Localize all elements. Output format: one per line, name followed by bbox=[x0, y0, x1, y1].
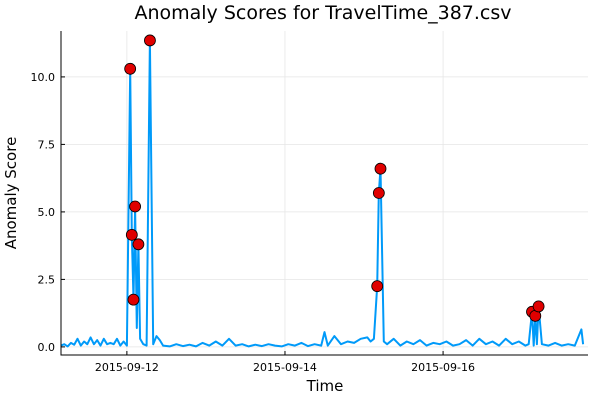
series-layer bbox=[60, 39, 585, 348]
x-tick-label: 2015-09-12 bbox=[95, 361, 159, 374]
x-tick-label: 2015-09-14 bbox=[253, 361, 317, 374]
anomaly-point bbox=[371, 280, 384, 293]
x-axis-label: Time bbox=[306, 377, 344, 395]
y-tick-label: 5.0 bbox=[38, 206, 56, 219]
anomaly-point bbox=[372, 187, 385, 199]
chart-title: Anomaly Scores for TravelTime_387.csv bbox=[134, 2, 511, 24]
y-tick-label: 7.5 bbox=[38, 138, 56, 151]
anomaly-point bbox=[127, 293, 140, 306]
x-tick-label: 2015-09-16 bbox=[411, 361, 475, 374]
anomaly-markers bbox=[124, 34, 545, 322]
anomaly-point bbox=[132, 238, 145, 251]
anomaly-point bbox=[374, 162, 387, 175]
y-axis-label: Anomaly Score bbox=[2, 137, 20, 250]
axis-frame bbox=[60, 31, 588, 356]
anomaly-point bbox=[129, 200, 142, 213]
y-tick-label: 10.0 bbox=[31, 71, 56, 84]
y-axis-ticks: 0.0 2.5 5.0 7.5 10.0 bbox=[31, 71, 65, 354]
anomaly-point bbox=[532, 300, 545, 313]
y-tick-label: 2.5 bbox=[38, 273, 56, 286]
y-tick-label: 0.0 bbox=[38, 341, 56, 354]
anomaly-point bbox=[125, 228, 138, 241]
anomaly-point bbox=[144, 34, 156, 47]
series-line bbox=[60, 39, 585, 348]
x-axis-ticks: 2015-09-12 2015-09-14 2015-09-16 bbox=[95, 351, 475, 374]
anomaly-point bbox=[124, 62, 137, 75]
